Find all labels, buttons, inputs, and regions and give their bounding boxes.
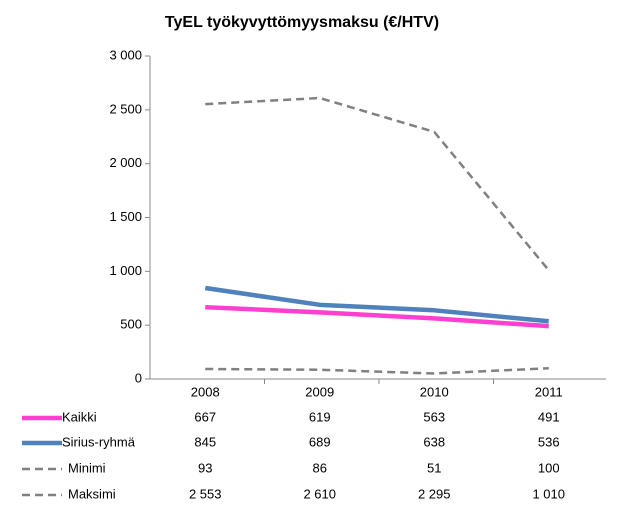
table-value: 536 bbox=[538, 434, 560, 449]
legend-label: Minimi bbox=[68, 460, 106, 475]
table-value: 86 bbox=[313, 460, 327, 475]
y-tick-label: 2 000 bbox=[109, 155, 142, 170]
table-value: 2 610 bbox=[303, 486, 336, 501]
table-value: 1 010 bbox=[532, 486, 565, 501]
table-value: 2 295 bbox=[418, 486, 451, 501]
legend-label: Kaikki bbox=[62, 409, 97, 424]
y-tick-label: 3 000 bbox=[109, 47, 142, 62]
series-line bbox=[205, 304, 549, 329]
table-value: 2 553 bbox=[189, 486, 222, 501]
y-tick-label: 2 500 bbox=[109, 101, 142, 116]
series-line bbox=[205, 96, 550, 272]
table-value: 689 bbox=[309, 434, 331, 449]
series-line bbox=[204, 285, 549, 324]
table-value: 491 bbox=[538, 409, 560, 424]
table-value: 51 bbox=[427, 460, 441, 475]
series-line bbox=[205, 366, 549, 375]
legend-label: Maksimi bbox=[68, 486, 116, 501]
y-tick-label: 0 bbox=[135, 370, 142, 385]
y-tick-label: 1 000 bbox=[109, 263, 142, 278]
x-tick-label: 2008 bbox=[191, 384, 220, 399]
x-tick-label: 2010 bbox=[420, 384, 449, 399]
x-tick-label: 2011 bbox=[535, 384, 563, 399]
y-tick-label: 500 bbox=[120, 317, 142, 332]
chart-title: TyEL työkyvyttömyysmaksu (€/HTV) bbox=[165, 14, 439, 31]
x-tick-label: 2009 bbox=[305, 384, 334, 399]
y-tick-label: 1 500 bbox=[109, 209, 142, 224]
table-value: 667 bbox=[194, 409, 216, 424]
table-value: 845 bbox=[194, 434, 216, 449]
table-value: 563 bbox=[423, 409, 445, 424]
table-value: 100 bbox=[538, 460, 560, 475]
table-value: 93 bbox=[198, 460, 212, 475]
legend-label: Sirius-ryhmä bbox=[62, 434, 136, 449]
table-value: 619 bbox=[309, 409, 331, 424]
table-value: 638 bbox=[423, 434, 445, 449]
